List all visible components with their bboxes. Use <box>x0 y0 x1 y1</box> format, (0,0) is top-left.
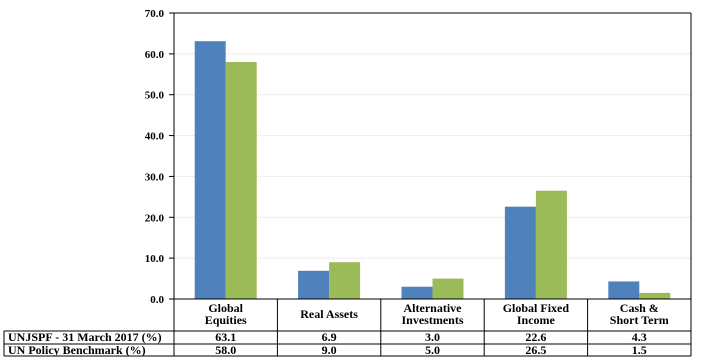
data-label: 58.0 <box>215 343 236 357</box>
category-label: Investments <box>402 313 464 327</box>
y-tick-label: 60.0 <box>145 49 165 61</box>
bar-unjspf-1 <box>298 270 330 299</box>
category-label: Real Assets <box>300 307 358 321</box>
category-label: Alternative <box>404 301 463 315</box>
y-tick-label: 70.0 <box>145 8 165 20</box>
data-label: 4.3 <box>632 330 647 344</box>
bar-unjspf-2 <box>401 286 433 299</box>
y-tick-label: 50.0 <box>145 90 165 102</box>
y-tick-label: 10.0 <box>145 253 165 265</box>
category-label: Global <box>208 301 243 315</box>
data-label: 9.0 <box>322 343 337 357</box>
category-label: Cash & <box>620 301 659 315</box>
data-label: 3.0 <box>425 330 440 344</box>
category-label: Short Term <box>610 313 669 327</box>
category-label: Income <box>517 313 556 327</box>
series-label: UN Policy Benchmark (%) <box>8 343 146 357</box>
bar-benchmark-1 <box>329 262 361 299</box>
bar-unjspf-3 <box>504 206 536 299</box>
y-tick-label: 30.0 <box>145 171 165 183</box>
bar-unjspf-0 <box>194 41 226 299</box>
y-axis: 0.0 10.0 20.0 30.0 40.0 50.0 60.0 70.0 <box>145 8 165 306</box>
series-label: UNJSPF - 31 March 2017 (%) <box>8 330 162 344</box>
bar-benchmark-4 <box>639 292 671 299</box>
data-label: 5.0 <box>425 343 440 357</box>
data-label: 63.1 <box>215 330 236 344</box>
data-label: 26.5 <box>525 343 546 357</box>
category-label: Global Fixed <box>503 301 570 315</box>
bar-unjspf-4 <box>608 281 640 299</box>
data-label: 22.6 <box>525 330 546 344</box>
axes <box>169 12 692 300</box>
bar-benchmark-3 <box>535 190 567 299</box>
y-tick-label: 0.0 <box>150 294 164 306</box>
data-label: 1.5 <box>632 343 647 357</box>
y-tick-label: 20.0 <box>145 212 165 224</box>
bar-benchmark-2 <box>432 278 464 299</box>
bars <box>194 41 671 300</box>
bar-benchmark-0 <box>225 62 257 300</box>
category-label: Equities <box>205 313 247 327</box>
y-tick-label: 40.0 <box>145 131 165 143</box>
data-label: 6.9 <box>322 330 337 344</box>
